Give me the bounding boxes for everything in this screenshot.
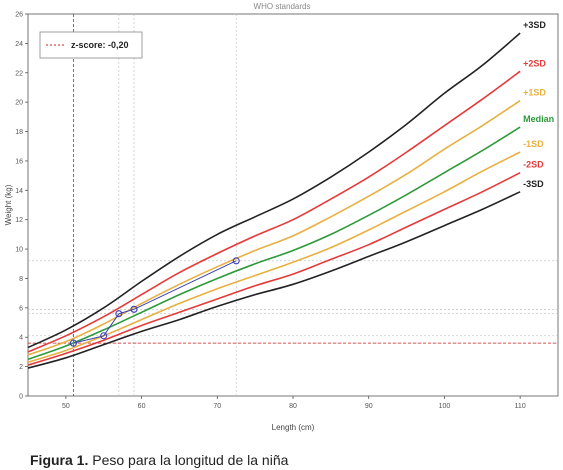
- y-tick-label-16: 16: [15, 158, 23, 165]
- curve-plus1sd: [27, 100, 521, 356]
- legend-box: [39, 31, 143, 59]
- plot-area: [27, 13, 559, 397]
- x-tick-label-110: 110: [515, 403, 526, 410]
- y-tick-label-8: 8: [19, 276, 23, 283]
- curve-label-minus1sd: -1SD: [523, 139, 544, 149]
- y-tick-label-22: 22: [15, 70, 23, 77]
- x-axis-label: Length (cm): [272, 423, 315, 432]
- legend: z-score: -0,20: [39, 31, 143, 59]
- x-tick-label-70: 70: [213, 403, 221, 410]
- curve-minus2sd: [27, 171, 521, 366]
- curve-label-plus3sd: +3SD: [523, 20, 546, 30]
- figure-caption: Figura 1. Peso para la longitud de la ni…: [30, 452, 288, 468]
- patient-point-2: [115, 310, 123, 318]
- z-score-reference-lines: [28, 14, 558, 396]
- caption-label: Figura 1.: [30, 452, 89, 468]
- patient-point-3: [130, 305, 138, 313]
- caption-text: Peso para la longitud de la niña: [88, 452, 289, 468]
- curve-labels: +3SD +2SD +1SD Median -1SD -2SD -3SD: [523, 20, 554, 189]
- curve-label-minus3sd: -3SD: [523, 179, 544, 189]
- legend-label: z-score: -0,20: [71, 40, 129, 50]
- curve-plus3sd: [27, 32, 521, 349]
- y-tick-label-26: 26: [15, 12, 23, 19]
- y-tick-label-4: 4: [19, 335, 23, 342]
- curve-label-plus1sd: +1SD: [523, 88, 546, 98]
- y-tick-label-2: 2: [19, 364, 23, 371]
- curve-median: [27, 126, 521, 361]
- y-tick-label-12: 12: [15, 217, 23, 224]
- x-axis-ticks: 50 60 70 80 90 100 110: [62, 396, 526, 410]
- y-axis-label: Weight (kg): [4, 184, 13, 225]
- curve-label-median: Median: [523, 114, 554, 124]
- x-tick-label-60: 60: [138, 403, 146, 410]
- x-tick-label-90: 90: [365, 403, 373, 410]
- patient-line: [73, 260, 237, 344]
- patient-point-4: [232, 257, 240, 265]
- x-tick-label-50: 50: [62, 403, 70, 410]
- growth-chart: WHO standards +3SD +2SD +1SD Median -1SD -2SD…: [4, 2, 559, 432]
- curve-minus3sd: [27, 191, 521, 369]
- chart-title: WHO standards: [254, 2, 311, 11]
- y-tick-label-18: 18: [15, 129, 23, 136]
- curve-label-minus2sd: -2SD: [523, 160, 544, 170]
- y-tick-label-6: 6: [19, 305, 23, 312]
- x-tick-label-100: 100: [439, 403, 451, 410]
- x-tick-label-80: 80: [289, 403, 297, 410]
- y-tick-label-0: 0: [19, 394, 23, 401]
- patient-series: [69, 257, 240, 347]
- y-tick-label-14: 14: [15, 188, 23, 195]
- y-tick-label-20: 20: [15, 100, 23, 107]
- patient-point-0: [69, 339, 77, 347]
- curve-plus2sd: [27, 70, 521, 353]
- curve-label-plus2sd: +2SD: [523, 58, 546, 68]
- patient-point-1: [100, 332, 108, 340]
- y-tick-label-24: 24: [15, 41, 23, 48]
- y-tick-label-10: 10: [15, 247, 23, 254]
- percentile-curves: [27, 32, 521, 369]
